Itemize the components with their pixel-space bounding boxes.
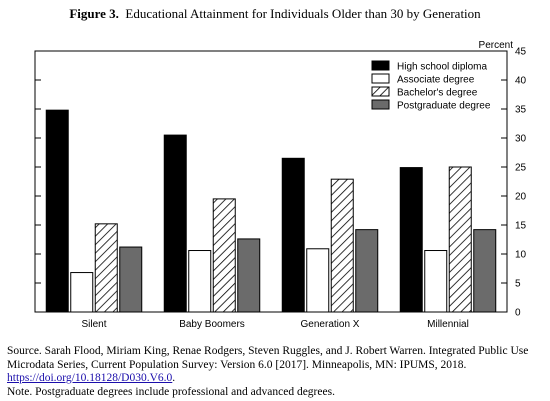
bar-1-2 bbox=[163, 134, 187, 313]
figure-title-text: Educational Attainment for Individuals O… bbox=[125, 6, 481, 21]
doi-suffix: . bbox=[172, 372, 176, 384]
bar-1-3 bbox=[281, 157, 305, 313]
y-tick-label: 35 bbox=[515, 105, 527, 116]
y-axis-title: Percent bbox=[479, 40, 514, 51]
y-tick-label: 0 bbox=[515, 308, 521, 319]
figure-notes: Source. Sarah Flood, Miriam King, Renae … bbox=[7, 345, 547, 399]
bar-1-1 bbox=[45, 109, 69, 313]
doi-link[interactable]: https://doi.org/10.18128/D030.V6.0 bbox=[7, 372, 173, 384]
x-tick-label: Baby Boomers bbox=[179, 319, 245, 330]
y-tick-label: 40 bbox=[515, 76, 527, 87]
source-note: Source. Sarah Flood, Miriam King, Renae … bbox=[7, 345, 547, 386]
bar-2-3 bbox=[306, 248, 330, 313]
legend-label: Bachelor's degree bbox=[397, 88, 478, 99]
y-tick-label: 20 bbox=[515, 192, 527, 203]
x-tick-label: Generation X bbox=[301, 319, 360, 330]
figure-title: Figure 3. Educational Attainment for Ind… bbox=[69, 6, 481, 21]
bar-4-4 bbox=[473, 229, 497, 313]
y-tick-label: 15 bbox=[515, 221, 527, 232]
y-tick-label: 25 bbox=[515, 163, 527, 174]
legend-swatch bbox=[371, 60, 390, 71]
bar-2-1 bbox=[70, 272, 94, 313]
bar-4-1 bbox=[119, 246, 143, 313]
legend-label: High school diploma bbox=[397, 62, 487, 73]
bar-3-1 bbox=[94, 223, 118, 313]
legend-swatch bbox=[371, 73, 390, 84]
legend-label: Postgraduate degree bbox=[397, 101, 491, 112]
bar-1-4 bbox=[399, 167, 423, 313]
source-text: Source. Sarah Flood, Miriam King, Renae … bbox=[7, 345, 529, 371]
bar-3-3 bbox=[330, 178, 354, 313]
bar-3-2 bbox=[212, 198, 236, 313]
plot-frame bbox=[34, 50, 508, 313]
y-tick-label: 5 bbox=[515, 279, 521, 290]
bar-2-2 bbox=[188, 250, 212, 313]
x-tick-label: Millennial bbox=[427, 319, 469, 330]
x-tick-label: Silent bbox=[81, 319, 106, 330]
bar-4-3 bbox=[355, 229, 379, 313]
y-tick-label: 45 bbox=[515, 47, 527, 58]
legend-label: Associate degree bbox=[397, 75, 475, 86]
postgraduate-note: Note. Postgraduate degrees include profe… bbox=[7, 385, 335, 398]
legend-swatch bbox=[371, 99, 390, 110]
bar-3-4 bbox=[448, 166, 472, 313]
bar-2-4 bbox=[424, 250, 448, 313]
legend-swatch bbox=[371, 86, 390, 97]
y-tick-label: 30 bbox=[515, 134, 527, 145]
figure-label: Figure 3 bbox=[69, 6, 116, 21]
bar-4-2 bbox=[237, 238, 261, 313]
y-tick-label: 10 bbox=[515, 250, 527, 261]
